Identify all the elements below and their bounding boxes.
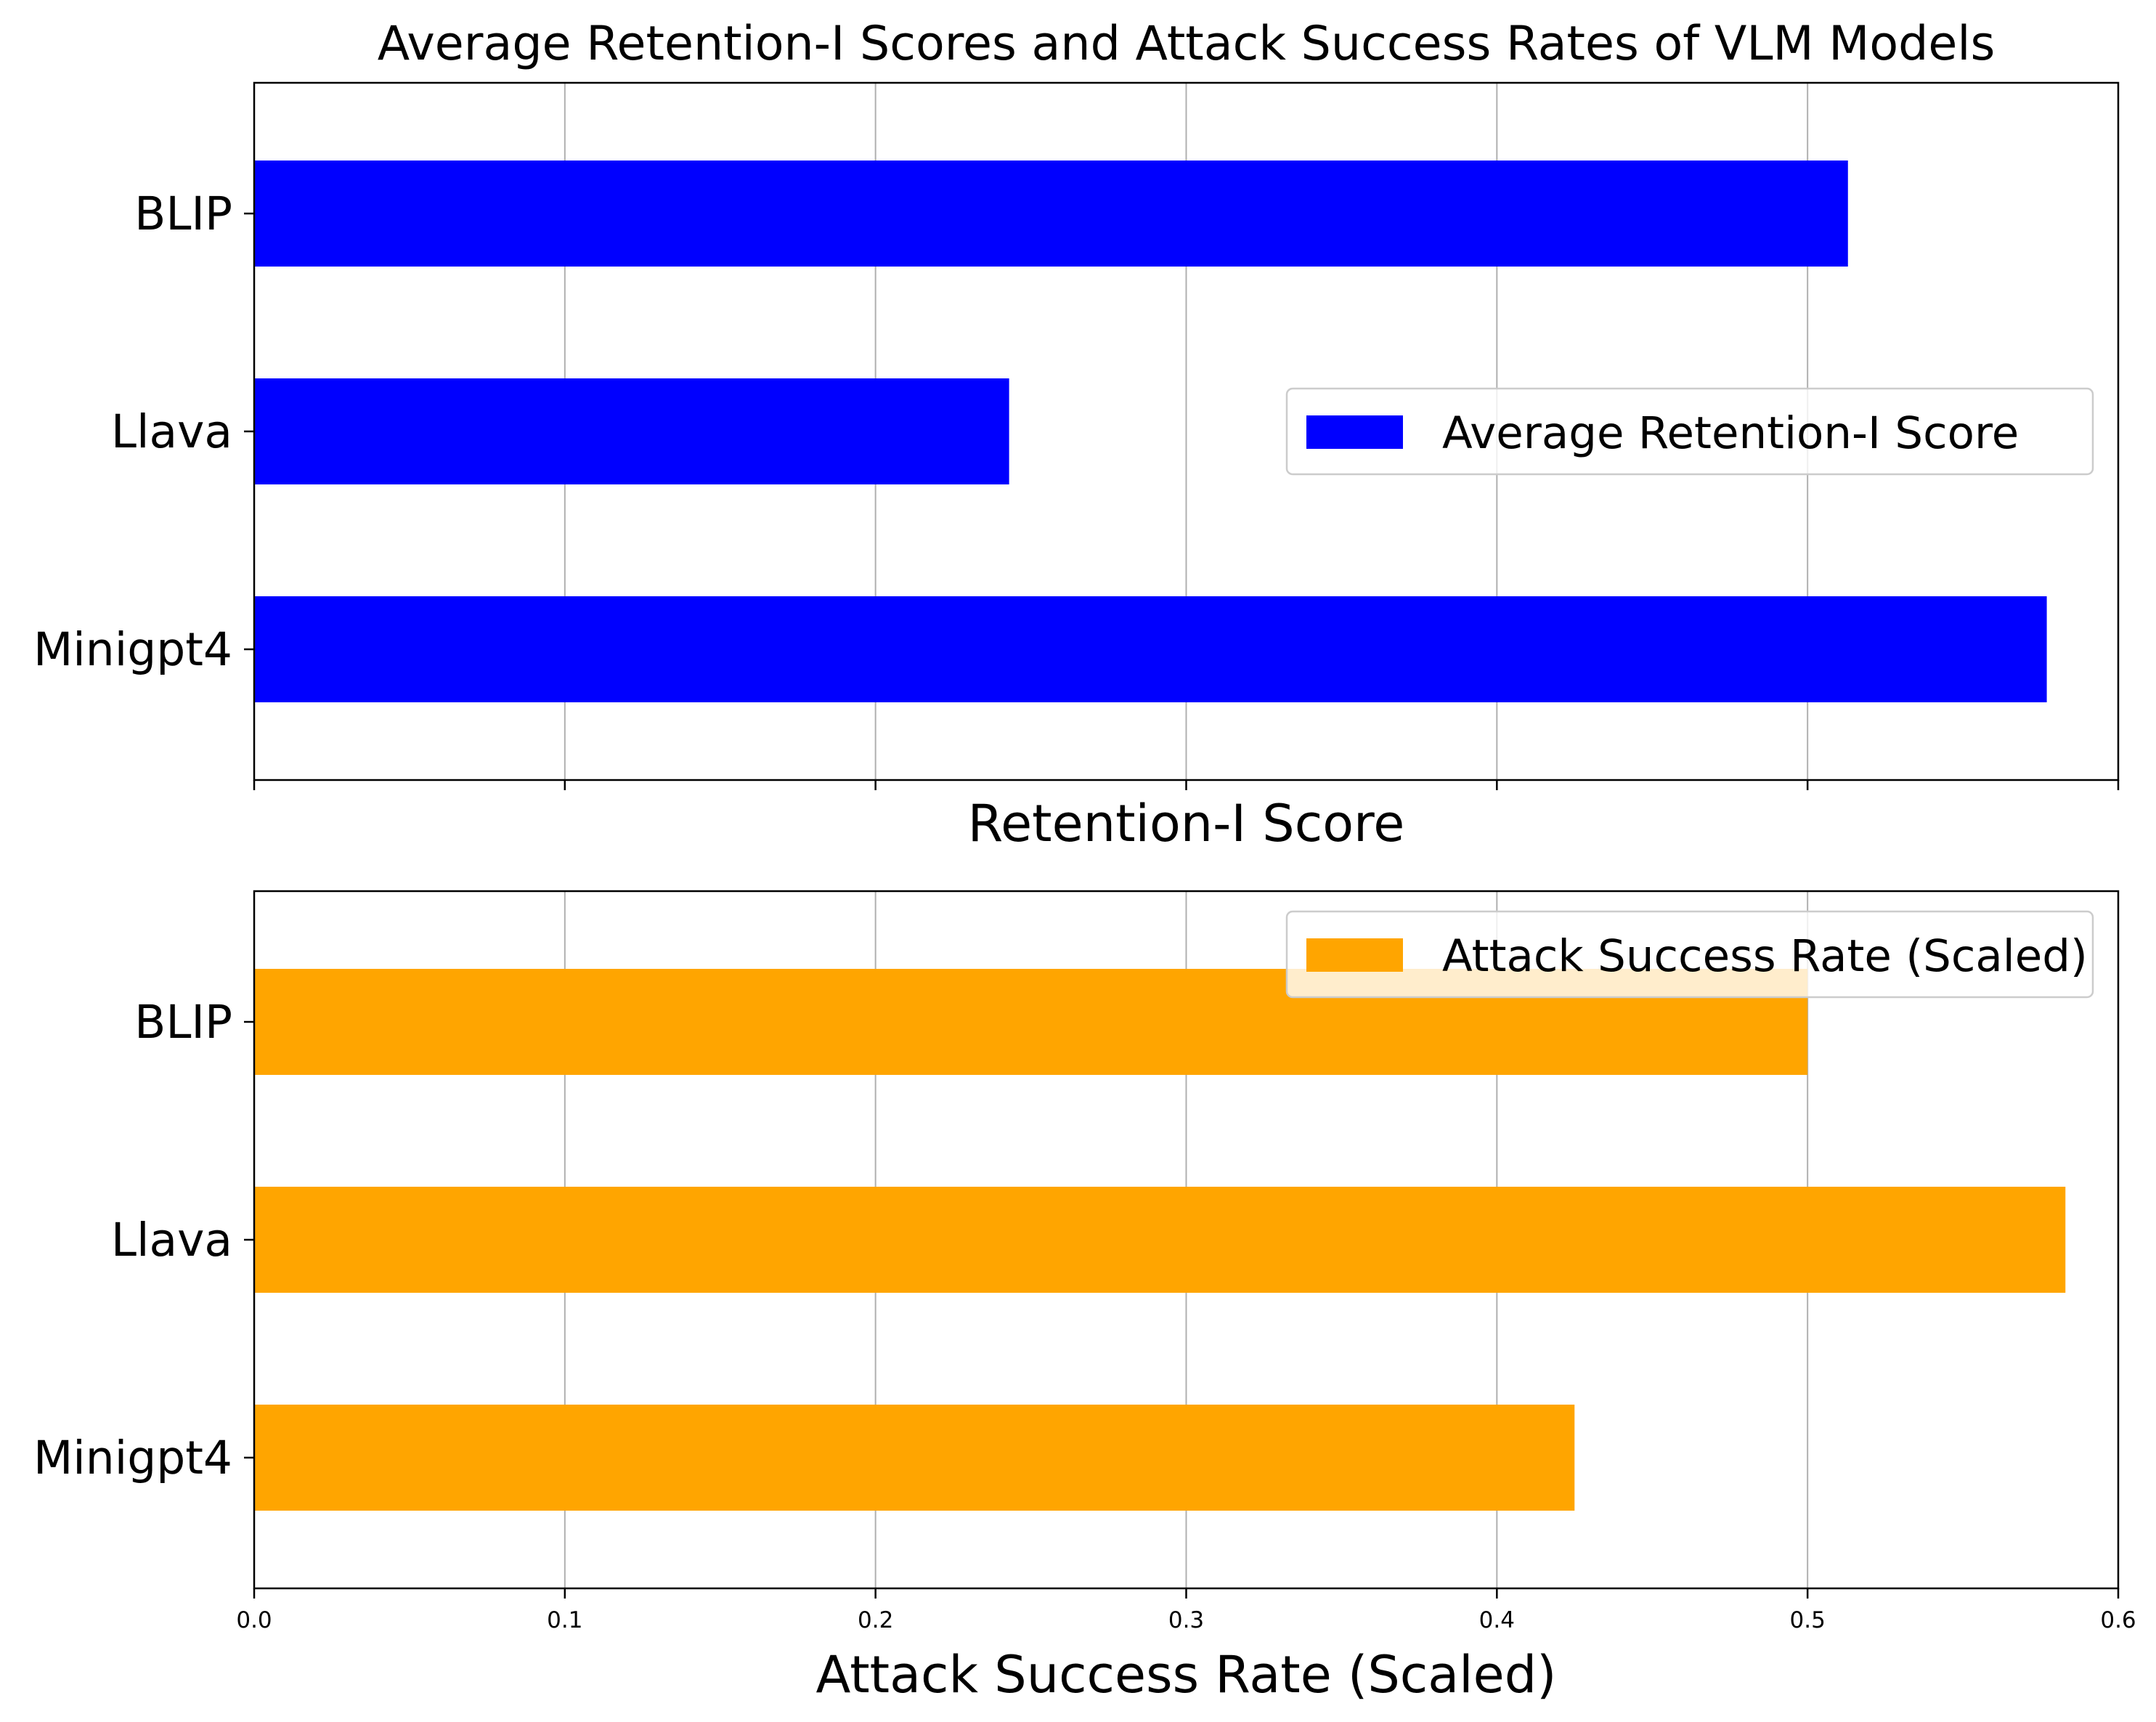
chart-title: Average Retention-I Scores and Attack Su… (378, 17, 1996, 71)
legend: Attack Success Rate (Scaled) (1285, 910, 2094, 999)
legend-box (1285, 910, 2094, 999)
x-tick-label: 0.3 (1168, 1607, 1204, 1633)
attack-rate-panel: 0.0 0.1 0.2 0.3 0.4 0.5 0.6 BLIP Llava Minigpt4 At… (33, 890, 2136, 1705)
legend: Average Retention-I Score (1285, 387, 2094, 476)
x-tick-label: 0.5 (1790, 1607, 1826, 1633)
y-tick-label: BLIP (134, 996, 232, 1049)
y-tick-label: Llava (111, 1214, 232, 1267)
x-tick-label: 0.1 (547, 1607, 582, 1633)
bar-llava (254, 378, 1009, 484)
y-tick-label: Minigpt4 (33, 1431, 232, 1485)
x-tick-label: 0.2 (858, 1607, 893, 1633)
legend-label: Attack Success Rate (Scaled) (1442, 930, 2088, 982)
y-tick-label: Llava (111, 405, 232, 458)
bar-llava (254, 1187, 2066, 1293)
legend-swatch (1306, 415, 1403, 449)
bar-minigpt4 (254, 596, 2047, 702)
y-tick-label: Minigpt4 (33, 623, 232, 676)
x-tick-label: 0.0 (236, 1607, 272, 1633)
x-tick-label: 0.6 (2100, 1607, 2136, 1633)
x-axis-label: Retention-I Score (968, 794, 1405, 853)
legend-label: Average Retention-I Score (1442, 407, 2019, 459)
legend-box (1285, 387, 2094, 476)
legend-swatch (1306, 938, 1403, 972)
y-tick-label: BLIP (134, 187, 232, 240)
x-axis-label: Attack Success Rate (Scaled) (816, 1645, 1557, 1705)
bar-blip (254, 161, 1848, 267)
x-tick-label: 0.4 (1479, 1607, 1515, 1633)
retention-panel: BLIP Llava Minigpt4 Average Retention-I Sco… (33, 17, 2120, 853)
bar-minigpt4 (254, 1405, 1575, 1511)
